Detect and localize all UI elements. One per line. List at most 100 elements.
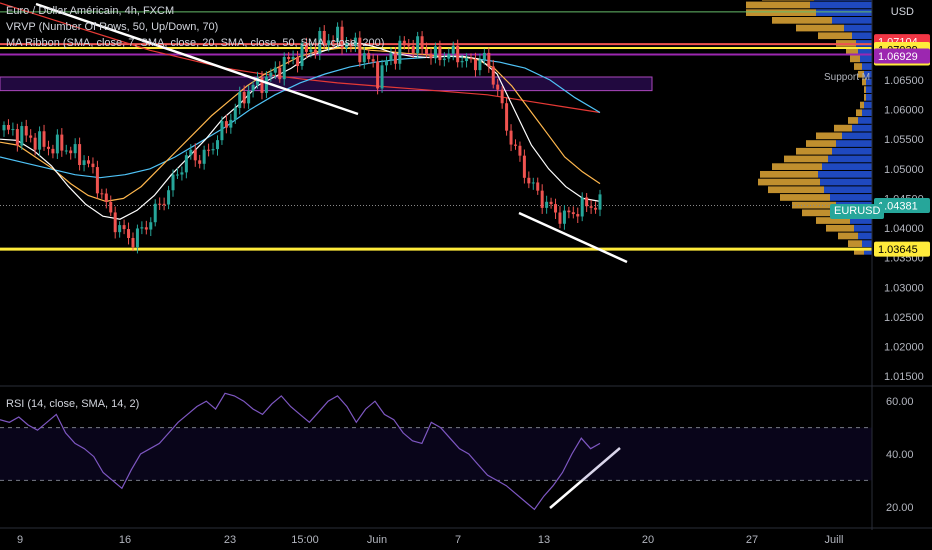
candle-body [322, 30, 326, 46]
volume-bar-down [772, 16, 832, 24]
candle-body [491, 66, 495, 85]
volume-bar-down [826, 224, 854, 232]
candle-body [402, 40, 406, 46]
candle-body [6, 124, 10, 130]
volume-bar-down [864, 86, 866, 93]
candle-body [465, 58, 469, 62]
volume-bar-down [802, 209, 842, 217]
candle-body [456, 45, 460, 63]
candle-body [224, 121, 228, 128]
candle-body [87, 160, 91, 164]
x-tick-label: 27 [746, 534, 758, 546]
volume-bar-down [864, 93, 866, 101]
candle-body [193, 149, 197, 161]
candle-body [55, 134, 59, 154]
candle-body [518, 145, 522, 156]
candle-body [78, 144, 82, 166]
candle-body [340, 26, 344, 49]
x-tick-label: 20 [642, 534, 654, 546]
volume-bar-up [832, 16, 872, 24]
candle-body [398, 40, 402, 64]
volume-bar-up [828, 155, 872, 163]
volume-bar-down [816, 132, 842, 140]
x-tick-label: 13 [538, 534, 550, 546]
candle-body [20, 126, 24, 146]
candle-body [215, 140, 219, 150]
candle-body [451, 45, 455, 54]
candle-body [594, 207, 598, 210]
trendline-lower [518, 211, 628, 264]
candle-body [64, 150, 68, 152]
volume-bar-up [822, 163, 872, 170]
candle-body [104, 193, 108, 203]
candle-body [273, 67, 277, 73]
candle-body [580, 197, 584, 217]
candle-body [140, 227, 144, 229]
volume-bar-up [810, 1, 872, 9]
candle-body [353, 37, 357, 47]
candle-body [42, 131, 46, 147]
candle-body [554, 204, 558, 213]
candle-body [371, 59, 375, 62]
candle-body [327, 40, 331, 46]
candle-body [562, 210, 566, 224]
ma200-line [0, 2, 601, 114]
volume-bar-down [838, 232, 858, 240]
candle-body [91, 163, 95, 168]
candle-body [264, 76, 268, 93]
volume-bar-up [850, 217, 872, 224]
y-tick-label: 1.05000 [884, 164, 924, 176]
candle-body [109, 202, 113, 213]
candle-body [513, 144, 517, 146]
volume-bar-up [862, 63, 872, 70]
support-label: Support M [824, 72, 871, 83]
volume-bar-up [844, 24, 872, 32]
volume-bar-up [814, 0, 872, 1]
volume-bar-down [746, 9, 816, 16]
ma7-line [0, 42, 601, 220]
candle-body [131, 237, 135, 248]
candle-body [313, 49, 317, 54]
candle-body [144, 227, 148, 230]
candle-body [113, 212, 117, 233]
y-tick-label: 1.06500 [884, 75, 924, 87]
candle-body [304, 43, 308, 52]
volume-bar-down [780, 194, 830, 201]
candle-body [380, 65, 384, 89]
candle-body [29, 135, 33, 138]
candle-body [576, 214, 580, 217]
volume-bar-down [746, 1, 810, 9]
rsi-tick-label: 40.00 [886, 449, 914, 461]
y-tick-label: 1.06000 [884, 105, 924, 117]
volume-bar-down [862, 78, 866, 86]
y-tick-label: 1.04000 [884, 223, 924, 235]
x-tick-label: 9 [17, 534, 23, 546]
price-tag [874, 241, 930, 257]
candle-body [247, 91, 251, 104]
candle-body [509, 130, 513, 145]
candle-body [531, 182, 535, 184]
candle-body [496, 84, 500, 90]
candle-body [211, 149, 215, 151]
candle-body [69, 150, 73, 154]
candle-body [233, 107, 237, 120]
candle-body [358, 37, 362, 63]
candle-body [473, 59, 477, 71]
price-axis: 1.015001.020001.025001.030001.035001.040… [871, 0, 930, 530]
candle-body [425, 49, 429, 54]
volume-bar-up [862, 240, 872, 247]
candle-body [376, 61, 380, 89]
volume-bar-down [816, 217, 850, 224]
candle-body [505, 103, 509, 131]
candle-body [189, 149, 193, 156]
trendline-down [35, 2, 359, 116]
candle-body [184, 155, 188, 173]
candle-body [478, 59, 482, 71]
price-tag-label: 1.03645 [878, 244, 918, 256]
candle-body [33, 137, 37, 150]
volume-bar-up [854, 224, 872, 232]
x-tick-label: Juill [825, 534, 844, 546]
y-tick-label: 1.02000 [884, 342, 924, 354]
candle-body [46, 146, 50, 149]
